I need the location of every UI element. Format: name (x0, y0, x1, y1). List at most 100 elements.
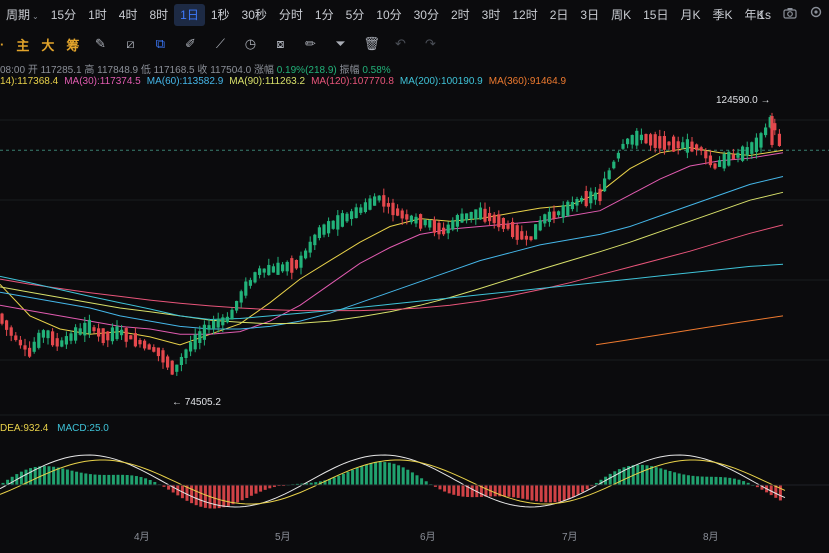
ma-legend-item-2: MA(60):113582.9 (146, 76, 224, 87)
candle-body (543, 214, 547, 224)
brush-icon[interactable]: ✏ (304, 36, 316, 51)
macd-bar (213, 485, 217, 509)
open-label: 开 (27, 65, 38, 76)
candle-body (46, 330, 50, 339)
trash-icon[interactable]: 🗑 (363, 36, 380, 51)
period-21[interactable]: 年K (744, 8, 765, 22)
macd-bar (406, 469, 410, 485)
main-indicator-button[interactable]: 主 (16, 37, 30, 53)
period-2[interactable]: 4时 (118, 8, 138, 22)
macd-bar (512, 485, 516, 498)
edit-icon[interactable]: ✎ (94, 36, 106, 51)
macd-bar (249, 485, 253, 496)
macd-bar (65, 469, 69, 485)
pen-icon[interactable]: ✐ (184, 36, 196, 51)
candle-body (285, 261, 289, 272)
macd-bar (199, 485, 203, 507)
macd-bar (456, 485, 460, 496)
period-3[interactable]: 8时 (149, 8, 169, 22)
macd-bar (420, 478, 424, 485)
change-label: 涨幅 (253, 65, 274, 76)
candle-body (74, 327, 78, 341)
macd-bar (719, 477, 723, 485)
macd-bar (640, 464, 644, 485)
macd-bar (383, 462, 387, 485)
period-4[interactable]: 1日 (174, 4, 205, 26)
candle-body (377, 195, 381, 201)
candle-body (51, 331, 55, 346)
candle-body (225, 316, 229, 323)
period-10[interactable]: 10分 (376, 8, 402, 22)
period-11[interactable]: 30分 (413, 8, 439, 22)
period-12[interactable]: 2时 (450, 8, 470, 22)
macd-bar (654, 467, 658, 485)
period-8[interactable]: 1分 (314, 8, 334, 22)
period-9[interactable]: 5分 (345, 8, 365, 22)
period-16[interactable]: 3日 (580, 8, 600, 22)
macd-bar (56, 467, 60, 485)
period-14[interactable]: 12时 (512, 8, 538, 22)
macd-dea-line (0, 459, 786, 505)
ma-line-4 (0, 224, 784, 312)
redo-icon[interactable]: ↷ (424, 36, 436, 51)
candle-body (189, 342, 193, 352)
candle-body (649, 134, 653, 146)
period-17[interactable]: 周K (611, 8, 632, 22)
candle-body (731, 154, 735, 160)
macd-bar (61, 468, 65, 485)
candle-body (244, 281, 248, 296)
macd-value: MACD:25.0 (57, 423, 109, 434)
macd-bar (447, 485, 451, 494)
candle-body (106, 331, 110, 341)
settings-icon[interactable] (803, 4, 829, 26)
period-15[interactable]: 2日 (549, 8, 569, 22)
macd-bar (705, 476, 709, 485)
period-dropdown[interactable]: 周期 ⌄ (0, 4, 45, 26)
filter-icon[interactable]: ⏷ (335, 36, 346, 51)
candle-body (695, 144, 699, 150)
ruler-icon[interactable]: ⧄ (126, 36, 135, 51)
period-5[interactable]: 1秒 (210, 8, 230, 22)
macd-bar (691, 475, 695, 485)
candle-body (133, 333, 137, 347)
candle-body (547, 211, 551, 222)
period-7[interactable]: 分时 (278, 8, 303, 22)
macd-bar (622, 467, 626, 485)
period-19[interactable]: 月K (680, 8, 701, 22)
period-0[interactable]: 15分 (50, 8, 77, 22)
copy-icon[interactable]: ⧉ (155, 36, 166, 51)
macd-bar (392, 463, 396, 485)
candle-body (28, 347, 32, 357)
candle-body (198, 331, 202, 344)
candle-body (460, 213, 464, 223)
macd-bar (737, 479, 741, 485)
x-tick-jul: 7月 (562, 532, 578, 543)
low-mark-value: 74505.2 (184, 397, 221, 408)
macd-bar (1, 482, 5, 485)
undo-icon[interactable]: ↶ (394, 36, 406, 51)
measure-icon[interactable]: ⧇ (276, 36, 285, 51)
candle-body (474, 209, 478, 220)
period-18[interactable]: 15日 (643, 8, 669, 22)
camera-icon[interactable] (777, 4, 803, 26)
candle-body (179, 356, 183, 366)
candle-body (685, 139, 689, 153)
speed-button[interactable]: 1s (758, 8, 771, 22)
candle-body (400, 210, 404, 219)
macd-bar (581, 485, 585, 493)
candle-body (69, 333, 73, 341)
chip-button[interactable]: 筹 (66, 37, 80, 53)
period-20[interactable]: 季K (712, 8, 733, 22)
period-13[interactable]: 3时 (481, 8, 501, 22)
big-order-button[interactable]: 大 (41, 37, 55, 53)
period-6[interactable]: 30秒 (241, 8, 267, 22)
high-mark-value: 124590.0 (716, 95, 758, 106)
macd-bar (769, 485, 773, 496)
candle-body (253, 272, 257, 283)
line-icon[interactable]: ⟋ (215, 36, 225, 51)
clock-icon[interactable]: ◷ (244, 36, 257, 51)
period-1[interactable]: 1时 (88, 8, 107, 22)
candle-body (248, 280, 252, 286)
macd-bar (116, 474, 120, 485)
